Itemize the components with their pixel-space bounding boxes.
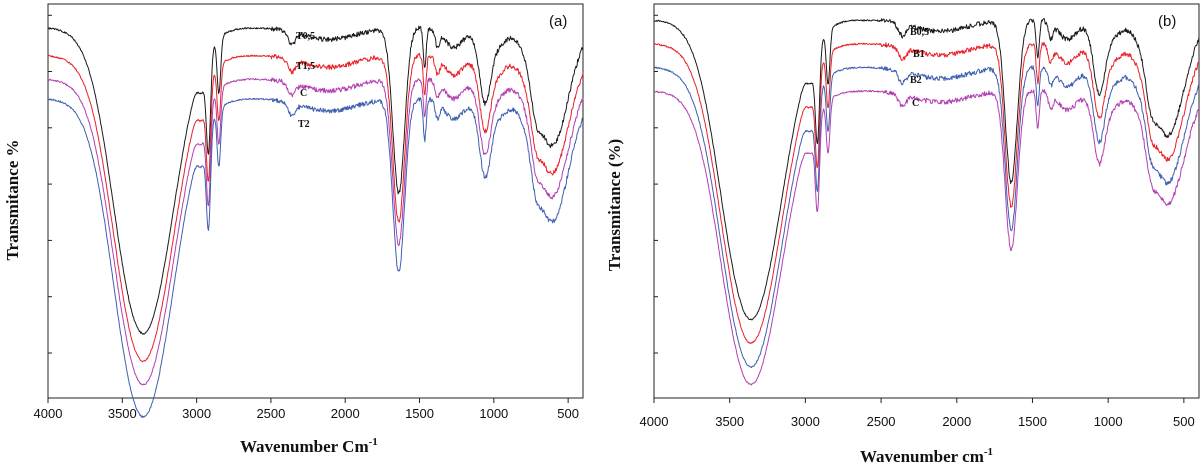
x-axis-title-text-a: Wavenumber Cm xyxy=(240,437,369,456)
x-tick-label-b-1: 3500 xyxy=(715,414,744,429)
series-line-b-3 xyxy=(653,65,1200,368)
series-line-b-4 xyxy=(653,89,1200,386)
y-axis-title-b: Transmitance (%) xyxy=(605,139,624,271)
series-label-b-1: B0,5 xyxy=(910,27,929,38)
x-tick-label-b-7: 500 xyxy=(1173,414,1195,429)
x-tick-label-a-7: 500 xyxy=(557,406,579,421)
panel-label-b: (b) xyxy=(1158,13,1176,30)
panel-label-a: (a) xyxy=(549,13,567,30)
x-tick-label-b-2: 3000 xyxy=(791,414,820,429)
series-group-b: B0,5 B1 B2 C xyxy=(653,17,1200,386)
x-axis-title-sup-b: -1 xyxy=(984,446,993,458)
x-axis-title-b: Wavenumber cm-1 xyxy=(860,446,993,466)
x-tick-label-a-5: 1500 xyxy=(405,406,434,421)
series-label-b-3: B2 xyxy=(910,75,922,86)
series-label-a-2: T1,5 xyxy=(296,61,315,72)
x-axis-title-a: Wavenumber Cm-1 xyxy=(240,436,378,456)
series-label-b-4: C xyxy=(912,98,919,109)
series-label-b-2: B1 xyxy=(913,49,925,60)
series-label-a-4: T2 xyxy=(298,119,310,130)
ticks-group-a: 4000 3500 3000 2500 2000 1500 1000 500 xyxy=(34,14,579,421)
ticks-group-b: 4000 3500 3000 2500 2000 1500 1000 500 xyxy=(640,14,1195,429)
series-line-a-2 xyxy=(47,52,584,363)
x-tick-label-b-5: 1500 xyxy=(1018,414,1047,429)
series-label-a-1: T0,5 xyxy=(296,31,315,42)
x-tick-label-a-3: 2500 xyxy=(256,406,285,421)
plot-frame-b xyxy=(653,3,1200,399)
series-line-a-4 xyxy=(47,96,584,418)
x-tick-label-b-3: 2500 xyxy=(867,414,896,429)
x-tick-label-a-0: 4000 xyxy=(34,406,63,421)
x-tick-label-a-6: 1000 xyxy=(479,406,508,421)
series-line-a-3 xyxy=(47,77,584,386)
panel-b: (b) Wavenumber cm-1 Transmitance (%) B0,… xyxy=(605,3,1200,466)
panel-a: (a) Wavenumber Cm-1 Transmitance % T0,5T… xyxy=(3,3,584,456)
series-line-a-1 xyxy=(47,25,584,335)
series-line-b-1 xyxy=(653,17,1200,321)
x-tick-label-a-1: 3500 xyxy=(108,406,137,421)
y-axis-title-a: Transmitance % xyxy=(3,139,22,260)
x-tick-label-b-4: 2000 xyxy=(942,414,971,429)
x-tick-label-b-0: 4000 xyxy=(640,414,669,429)
series-group-a: T0,5 T1,5 C T2 xyxy=(47,25,584,418)
x-axis-title-sup-a: -1 xyxy=(369,436,378,448)
series-label-a-3: C xyxy=(300,88,307,99)
x-tick-label-a-4: 2000 xyxy=(331,406,360,421)
series-line-b-2 xyxy=(653,41,1200,344)
x-tick-label-a-2: 3000 xyxy=(182,406,211,421)
x-tick-label-b-6: 1000 xyxy=(1094,414,1123,429)
x-axis-title-text-b: Wavenumber cm xyxy=(860,447,984,466)
plot-frame-a xyxy=(47,3,584,399)
